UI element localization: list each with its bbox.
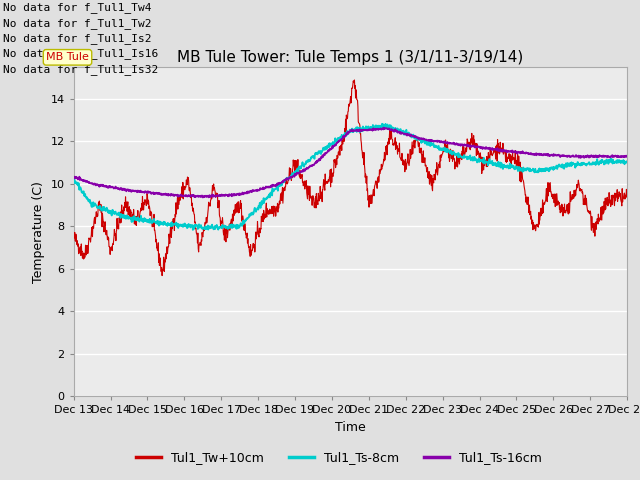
- Text: No data for f_Tul1_Is2: No data for f_Tul1_Is2: [3, 33, 152, 44]
- Tul1_Ts-8cm: [509, 163, 517, 169]
- Tul1_Ts-8cm: [255, 205, 263, 211]
- Y-axis label: Temperature (C): Temperature (C): [32, 180, 45, 283]
- Tul1_Ts-8cm: [70, 176, 77, 181]
- Tul1_Ts-16cm: [380, 125, 387, 131]
- Tul1_Tw+10cm: [351, 77, 358, 83]
- Tul1_Tw+10cm: [623, 190, 631, 196]
- Line: Tul1_Ts-16cm: Tul1_Ts-16cm: [74, 128, 627, 197]
- Tul1_Ts-16cm: [193, 193, 200, 199]
- Tul1_Ts-8cm: [437, 147, 445, 153]
- Text: No data for f_Tul1_Tw4: No data for f_Tul1_Tw4: [3, 2, 152, 13]
- Line: Tul1_Ts-8cm: Tul1_Ts-8cm: [74, 124, 627, 230]
- Tul1_Ts-8cm: [189, 227, 196, 233]
- Tul1_Tw+10cm: [437, 152, 445, 158]
- Legend: Tul1_Tw+10cm, Tul1_Ts-8cm, Tul1_Ts-16cm: Tul1_Tw+10cm, Tul1_Ts-8cm, Tul1_Ts-16cm: [131, 446, 547, 469]
- Tul1_Tw+10cm: [509, 155, 517, 161]
- Tul1_Tw+10cm: [255, 234, 263, 240]
- Tul1_Ts-16cm: [509, 148, 517, 154]
- Text: No data for f_Tul1_Is32: No data for f_Tul1_Is32: [3, 64, 159, 75]
- Tul1_Tw+10cm: [193, 232, 201, 238]
- Tul1_Ts-8cm: [179, 221, 187, 227]
- Tul1_Ts-16cm: [255, 188, 263, 193]
- Tul1_Ts-8cm: [623, 159, 631, 165]
- Tul1_Ts-16cm: [199, 194, 207, 200]
- Tul1_Tw+10cm: [180, 188, 188, 193]
- Text: No data for f_Tul1_Is16: No data for f_Tul1_Is16: [3, 48, 159, 60]
- Title: MB Tule Tower: Tule Temps 1 (3/1/11-3/19/14): MB Tule Tower: Tule Temps 1 (3/1/11-3/19…: [177, 49, 524, 65]
- Tul1_Tw+10cm: [70, 232, 77, 238]
- Line: Tul1_Tw+10cm: Tul1_Tw+10cm: [74, 80, 627, 276]
- Tul1_Ts-16cm: [558, 153, 566, 159]
- Text: No data for f_Tul1_Tw2: No data for f_Tul1_Tw2: [3, 18, 152, 29]
- Text: MB Tule: MB Tule: [46, 52, 89, 62]
- Tul1_Ts-8cm: [558, 165, 566, 170]
- Tul1_Ts-8cm: [378, 121, 386, 127]
- Tul1_Tw+10cm: [158, 273, 166, 278]
- Tul1_Ts-16cm: [70, 175, 77, 180]
- Tul1_Ts-16cm: [179, 193, 187, 199]
- Tul1_Tw+10cm: [558, 203, 566, 208]
- Tul1_Ts-8cm: [193, 223, 201, 229]
- X-axis label: Time: Time: [335, 420, 366, 433]
- Tul1_Ts-16cm: [437, 139, 445, 145]
- Tul1_Ts-16cm: [623, 154, 631, 159]
